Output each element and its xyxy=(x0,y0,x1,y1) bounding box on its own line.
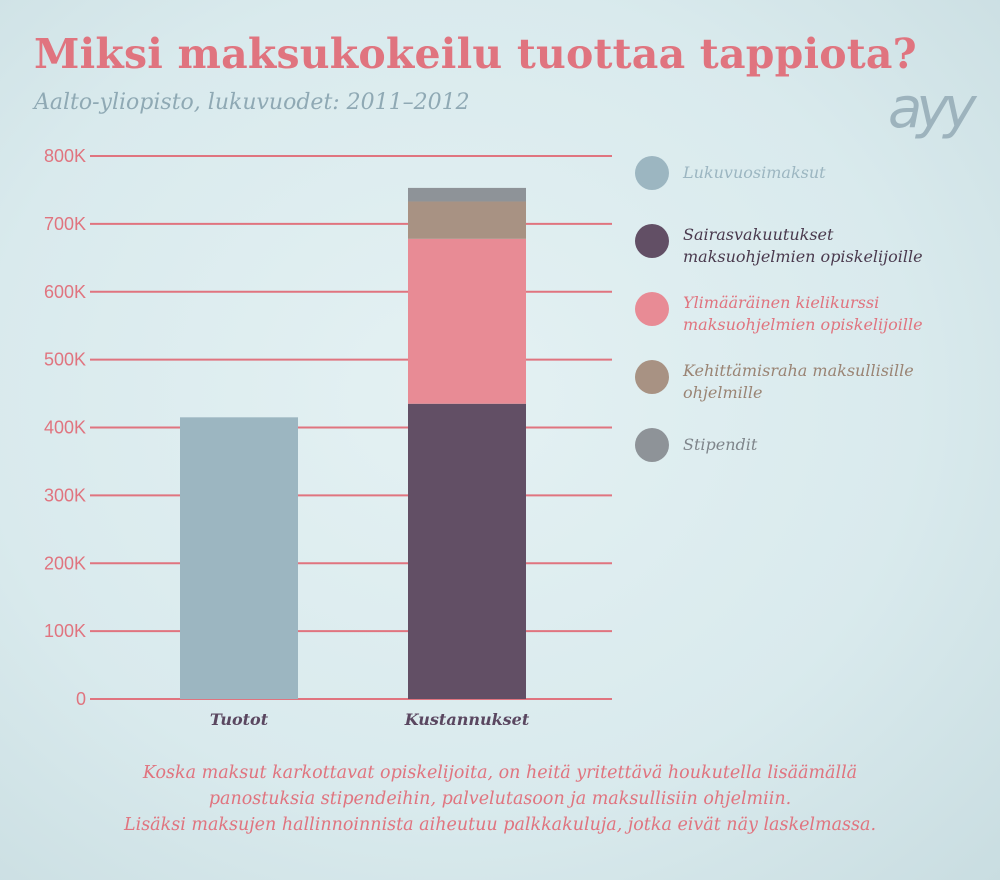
y-tick-label: 500K xyxy=(44,350,86,370)
bar-segment xyxy=(408,238,526,404)
chart-subtitle: Aalto-yliopisto, lukuvuodet: 2011–2012 xyxy=(34,90,470,115)
footer-line-2: panostuksia stipendeihin, palvelutasoon … xyxy=(208,789,792,809)
y-tick-label: 200K xyxy=(44,553,86,573)
legend-label: Sairasvakuutukset maksuohjelmien opiskeli… xyxy=(683,225,923,266)
x-category-label: Kustannukset xyxy=(404,710,530,729)
bar-segment xyxy=(408,201,526,239)
footer-line-3: Lisäksi maksujen hallinnoinnista aiheutu… xyxy=(123,815,877,835)
chart-title: Miksi maksukokeilu tuottaa tappiota? xyxy=(34,30,917,78)
bar-segment xyxy=(180,417,298,699)
legend-label: Ylimääräinen kielikurssi maksuohjelmien o… xyxy=(683,293,923,334)
bar-segment xyxy=(408,403,526,699)
legend-item: Stipendit xyxy=(635,422,975,474)
y-tick-label: 600K xyxy=(44,282,86,302)
bars xyxy=(180,187,526,699)
legend-item: Sairasvakuutukset maksuohjelmien opiskeli… xyxy=(635,218,975,270)
legend-label: Stipendit xyxy=(683,435,758,454)
legend-swatch xyxy=(635,156,669,190)
y-tick-label: 100K xyxy=(44,621,86,641)
legend-item: Lukuvuosimaksut xyxy=(635,150,975,202)
x-axis-categories: Tuotot Kustannukset xyxy=(210,710,530,729)
x-category-label: Tuotot xyxy=(210,710,269,729)
legend-label: Lukuvuosimaksut xyxy=(683,163,826,182)
legend-label: Kehittämisraha maksullisille ohjelmille xyxy=(683,361,914,402)
legend-swatch xyxy=(635,360,669,394)
footer-note: Koska maksut karkottavat opiskelijoita, … xyxy=(20,760,980,838)
y-tick-label: 700K xyxy=(44,214,86,234)
y-axis-ticks: 0 100K 200K 300K 400K 500K 600K 700K 800K xyxy=(44,146,86,709)
legend-item: Kehittämisraha maksullisille ohjelmille xyxy=(635,354,975,406)
legend-item: Ylimääräinen kielikurssi maksuohjelmien o… xyxy=(635,286,975,338)
bar-segment xyxy=(408,187,526,202)
legend: Lukuvuosimaksut Sairasvakuutukset maksuohj… xyxy=(635,150,975,490)
ayy-logo: ayy xyxy=(888,76,977,141)
legend-swatch xyxy=(635,224,669,258)
y-tick-label: 400K xyxy=(44,418,86,438)
y-tick-label: 300K xyxy=(44,485,86,505)
legend-swatch xyxy=(635,292,669,326)
legend-swatch xyxy=(635,428,669,462)
y-tick-label: 0 xyxy=(76,689,86,709)
footer-line-1: Koska maksut karkottavat opiskelijoita, … xyxy=(142,763,858,783)
y-tick-label: 800K xyxy=(44,146,86,166)
grid-lines xyxy=(90,155,612,700)
